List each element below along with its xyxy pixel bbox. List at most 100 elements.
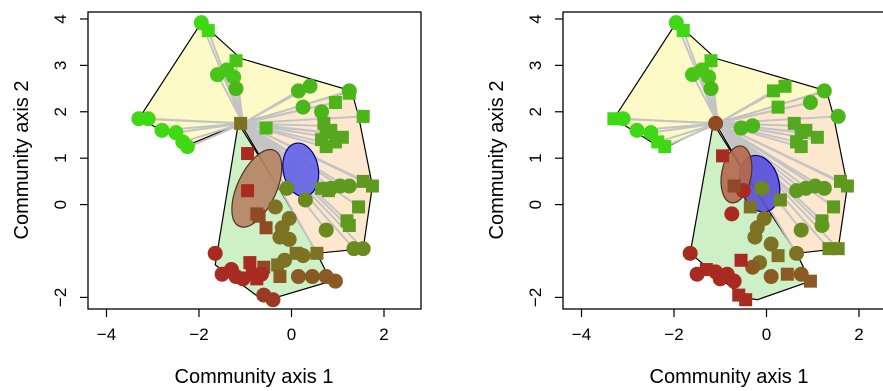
data-point-square (658, 140, 672, 154)
data-point-circle (802, 94, 818, 110)
data-point-square (676, 24, 690, 38)
plot-frame (87, 11, 422, 310)
data-point-circle (726, 273, 742, 289)
data-point-square (241, 184, 255, 198)
axes-layer: −4 −2 0 2 −2 0 1 2 3 4 (526, 14, 864, 344)
y-tick-label: 1 (526, 153, 545, 162)
data-point-circle (304, 269, 320, 285)
spoke-line (717, 122, 800, 148)
y-tick-label: 0 (51, 200, 70, 209)
data-point-circle (207, 245, 223, 261)
data-point-square (743, 200, 757, 214)
y-tick-label: 2 (51, 107, 70, 116)
spoke-line (189, 122, 244, 148)
x-axis-label: Community axis 1 (175, 366, 334, 388)
chart-panel-1: −4 −2 0 2 −2 0 1 2 3 4 Community axis 1 Community… (11, 11, 422, 388)
x-tick-label: 0 (287, 325, 296, 344)
data-point-circle (682, 245, 698, 261)
y-tick-label: 2 (526, 107, 545, 116)
data-point-circle (745, 259, 761, 275)
data-point-square (716, 149, 730, 163)
data-point-square (241, 147, 255, 161)
spoke-line (717, 101, 811, 125)
y-axis-label: Community axis 2 (11, 81, 33, 240)
data-point-circle (302, 78, 318, 94)
data-point-square (794, 140, 808, 154)
data-point-square (243, 256, 257, 270)
y-tick-label: 1 (51, 153, 70, 162)
data-point-circle (154, 122, 170, 138)
data-point-circle (327, 273, 343, 289)
data-point-circle (214, 266, 230, 282)
data-point-circle (295, 248, 311, 264)
data-point-square (803, 274, 817, 288)
data-point-square (271, 258, 285, 272)
y-tick-label: 3 (526, 61, 545, 70)
data-point-circle (226, 69, 242, 85)
data-point-circle (140, 111, 156, 127)
data-point-square (810, 130, 824, 144)
data-point-square (739, 293, 753, 307)
spoke-line (650, 122, 719, 134)
spoke-line (664, 122, 719, 148)
data-point-square (827, 200, 841, 214)
data-point-square (342, 86, 356, 100)
data-point-square (273, 270, 287, 284)
data-point-circle (314, 104, 330, 120)
data-point-circle (297, 192, 313, 208)
confidence-ellipse-2 (231, 149, 283, 228)
data-point-circle (703, 81, 719, 97)
spoke-line (691, 74, 719, 124)
data-point-circle (355, 241, 371, 257)
data-point-circle (228, 81, 244, 97)
data-point-square (727, 179, 741, 193)
data-point-square (250, 207, 264, 221)
data-point-circle (724, 206, 740, 222)
data-point-square (328, 135, 342, 149)
data-point-square (831, 242, 845, 256)
data-point-circle (763, 269, 779, 285)
data-point-square (780, 267, 794, 281)
data-point-square (799, 123, 813, 137)
data-point-circle (210, 67, 225, 83)
y-tick-label: −2 (526, 288, 545, 307)
spoke-line (717, 122, 825, 190)
spoke-line (623, 117, 718, 125)
data-point-circle (290, 83, 306, 99)
data-point-circle (814, 217, 830, 233)
data-point-square (771, 249, 785, 263)
spoke-line (148, 117, 243, 125)
data-point-square (365, 179, 379, 193)
x-tick-label: −2 (664, 325, 683, 344)
data-point-circle (318, 222, 334, 238)
data-point-circle (341, 178, 357, 194)
data-point-square (310, 246, 324, 260)
x-tick-label: 0 (762, 325, 771, 344)
x-tick-label: 2 (379, 325, 388, 344)
plot-frame (562, 11, 883, 310)
data-layer (131, 15, 379, 308)
y-tick-label: 0 (526, 200, 545, 209)
spoke-line (182, 122, 244, 143)
data-point-square (342, 218, 356, 232)
data-point-square (259, 221, 273, 235)
data-point-circle (281, 231, 297, 247)
x-tick-label: 2 (854, 325, 863, 344)
data-point-circle (763, 236, 779, 252)
data-point-square (352, 200, 366, 214)
spoke-line (657, 122, 719, 143)
data-point-circle (701, 69, 717, 85)
data-point-square (773, 193, 787, 207)
data-point-circle (265, 292, 281, 308)
data-point-circle (629, 122, 645, 138)
spoke-line (216, 74, 244, 124)
axes-layer: −4 −2 0 2 −2 0 1 2 3 4 (51, 14, 389, 344)
data-point-square (766, 84, 780, 98)
data-point-square (771, 100, 785, 114)
data-point-circle (267, 199, 283, 215)
data-point-circle (689, 266, 705, 282)
y-axis-label: Community axis 2 (486, 81, 508, 240)
x-tick-label: −4 (97, 325, 116, 344)
data-point-square (322, 184, 335, 198)
